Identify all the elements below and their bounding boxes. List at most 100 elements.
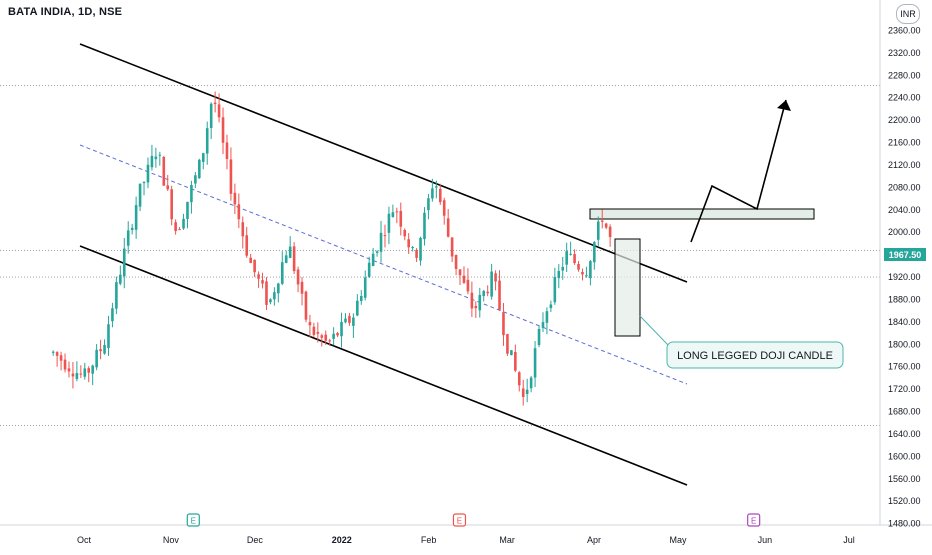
x-tick-label: Jun [758, 535, 773, 545]
y-tick-label: 1480.00 [888, 519, 921, 529]
candle-body [178, 229, 181, 231]
candle-body [608, 226, 612, 238]
x-tick-label: Jul [843, 535, 855, 545]
candle-body [423, 212, 426, 240]
candle-body [225, 142, 229, 160]
candle-body [269, 299, 272, 303]
candle-body [427, 198, 430, 211]
candles-layer [51, 91, 612, 406]
candle-body [277, 283, 280, 294]
candle-body [407, 239, 410, 248]
candle-body [316, 332, 320, 334]
candle-body [320, 335, 324, 338]
candle-body [95, 349, 98, 368]
y-tick-label: 1840.00 [888, 317, 921, 327]
projection-path[interactable] [690, 99, 787, 243]
candle-body [83, 368, 87, 377]
candle-body [217, 104, 221, 118]
candle-body [328, 340, 331, 342]
candle-body [87, 368, 91, 373]
channel-midline[interactable] [79, 144, 688, 385]
candle-body [573, 254, 576, 264]
y-tick-label: 1760.00 [888, 362, 921, 372]
y-tick-label: 2200.00 [888, 115, 921, 125]
candle-body [517, 372, 521, 386]
candle-body [494, 273, 497, 282]
candle-body [585, 275, 588, 277]
candle-body [99, 349, 102, 352]
y-tick-label: 2120.00 [888, 160, 921, 170]
candle-body [221, 117, 225, 143]
candle-body [292, 246, 296, 272]
y-tick-label: 1720.00 [888, 384, 921, 394]
candle-body [257, 274, 260, 279]
candle-body [533, 348, 537, 378]
candle-body [502, 312, 505, 336]
x-tick-label: Dec [247, 535, 264, 545]
candle-body [561, 266, 565, 271]
candle-body [79, 373, 83, 375]
x-tick-label: Oct [77, 535, 92, 545]
candle-body [142, 182, 146, 184]
candle-body [312, 326, 316, 335]
candle-body [498, 280, 501, 310]
candle-body [514, 352, 517, 371]
currency-badge[interactable]: INR [896, 4, 920, 24]
projection-arrowhead [777, 100, 791, 111]
earnings-event-marker[interactable] [452, 513, 467, 527]
y-tick-label: 2240.00 [888, 93, 921, 103]
candle-body [387, 213, 391, 233]
candle-body [51, 351, 55, 353]
candle-body [107, 324, 110, 348]
candle-body [391, 212, 395, 217]
candle-body [71, 373, 75, 377]
candle-body [241, 222, 245, 237]
candle-body [280, 262, 284, 284]
candle-body [545, 311, 549, 323]
candle-body [134, 205, 138, 230]
candle-body [233, 192, 237, 205]
candle-body [182, 218, 185, 229]
doji-highlight-box[interactable] [614, 238, 641, 337]
candle-body [213, 102, 217, 105]
x-tick-label: Mar [499, 535, 515, 545]
candle-body [411, 247, 414, 249]
y-tick-label: 1560.00 [888, 474, 921, 484]
upper-channel-line[interactable] [79, 43, 688, 283]
candle-body [166, 185, 170, 190]
candle-body [150, 155, 154, 168]
y-tick-label: 2280.00 [888, 70, 921, 80]
y-tick-label: 1800.00 [888, 339, 921, 349]
y-tick-label: 2080.00 [888, 182, 921, 192]
candle-body [67, 368, 71, 372]
candle-body [490, 271, 493, 297]
candle-body [442, 200, 446, 216]
candle-body [308, 322, 312, 326]
candle-body [198, 159, 201, 179]
candle-body [300, 281, 304, 294]
doji-callout[interactable]: LONG LEGGED DOJI CANDLE [666, 341, 844, 369]
earnings-event-marker[interactable] [747, 513, 761, 527]
y-tick-label: 1640.00 [888, 429, 921, 439]
candle-body [352, 317, 355, 326]
candle-body [474, 306, 478, 309]
candle-body [103, 344, 106, 354]
candle-body [604, 223, 608, 228]
y-tick-label: 1600.00 [888, 451, 921, 461]
candle-body [229, 159, 233, 194]
candle-body [466, 279, 470, 292]
earnings-event-marker[interactable] [186, 513, 200, 527]
candle-body [209, 103, 213, 129]
candle-body [253, 259, 256, 273]
candle-body [541, 322, 545, 328]
lower-channel-line[interactable] [79, 245, 688, 486]
candle-body [348, 315, 351, 323]
earnings-event-label: E [457, 517, 462, 526]
candle-body [332, 333, 335, 339]
candle-body [549, 304, 553, 309]
x-tick-label: Feb [421, 535, 437, 545]
candle-body [59, 355, 63, 361]
